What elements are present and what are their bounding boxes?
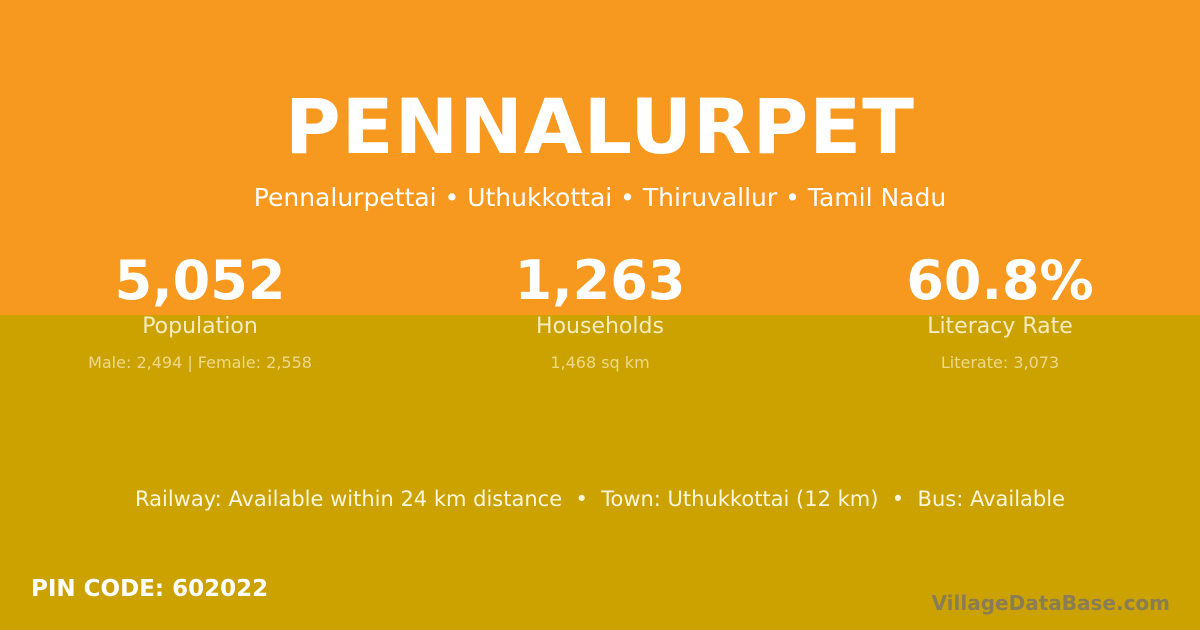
brand-watermark: VillageDataBase.com <box>931 591 1170 615</box>
amenities-line: Railway: Available within 24 km distance… <box>134 487 1065 511</box>
village-title: PENNALURPET <box>284 82 916 171</box>
stat-detail: 1,468 sq km <box>550 353 650 372</box>
location-breadcrumb: Pennalurpettai • Uthukkottai • Thiruvall… <box>253 183 947 212</box>
stat-label: Population <box>142 314 258 339</box>
stat-value: 5,052 <box>114 249 286 312</box>
stat-detail: Male: 2,494 | Female: 2,558 <box>88 353 312 372</box>
stat-label: Literacy Rate <box>927 314 1073 339</box>
header-band <box>0 0 1200 315</box>
stat-detail: Literate: 3,073 <box>940 353 1060 372</box>
pin-code: PIN CODE: 602022 <box>31 576 269 602</box>
stat-value: 1,263 <box>514 249 686 312</box>
stat-households: 1,263 Households 1,468 sq km <box>400 249 800 373</box>
stat-label: Households <box>536 314 664 339</box>
stat-population: 5,052 Population Male: 2,494 | Female: 2… <box>0 249 400 373</box>
stat-literacy: 60.8% Literacy Rate Literate: 3,073 <box>800 249 1200 373</box>
stat-value: 60.8% <box>906 249 1094 312</box>
